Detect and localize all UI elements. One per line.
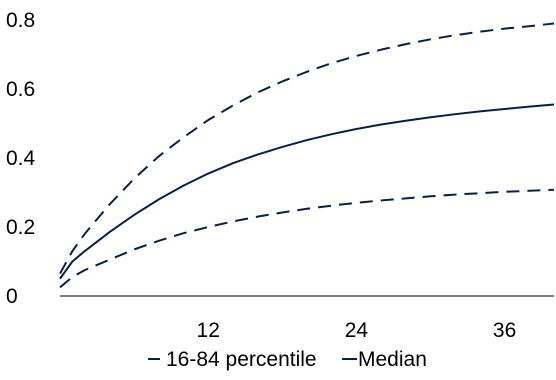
y-tick-label: 0.6 [6, 78, 35, 101]
series-layer [59, 22, 555, 289]
legend-label-percentile: 16-84 percentile [166, 348, 317, 371]
series-line-median [59, 103, 555, 280]
legend: 16-84 percentile Median [148, 348, 427, 371]
x-tick-label: 24 [345, 319, 369, 342]
y-tick-label: 0 [6, 285, 18, 308]
y-tick-label: 0.2 [6, 216, 35, 239]
y-axis-tick-labels: 0 0.2 0.4 0.6 0.8 [6, 9, 36, 308]
x-axis-tick-labels: 12 24 36 [197, 319, 517, 342]
x-tick-label: 12 [197, 319, 220, 342]
x-tick-label: 36 [493, 319, 516, 342]
series-line-16-84-percentile-upper [59, 22, 555, 275]
y-tick-label: 0.4 [6, 147, 36, 170]
legend-label-median: Median [358, 348, 427, 371]
series-line-16-84-percentile-lower [59, 188, 555, 289]
y-tick-label: 0.8 [6, 9, 35, 32]
